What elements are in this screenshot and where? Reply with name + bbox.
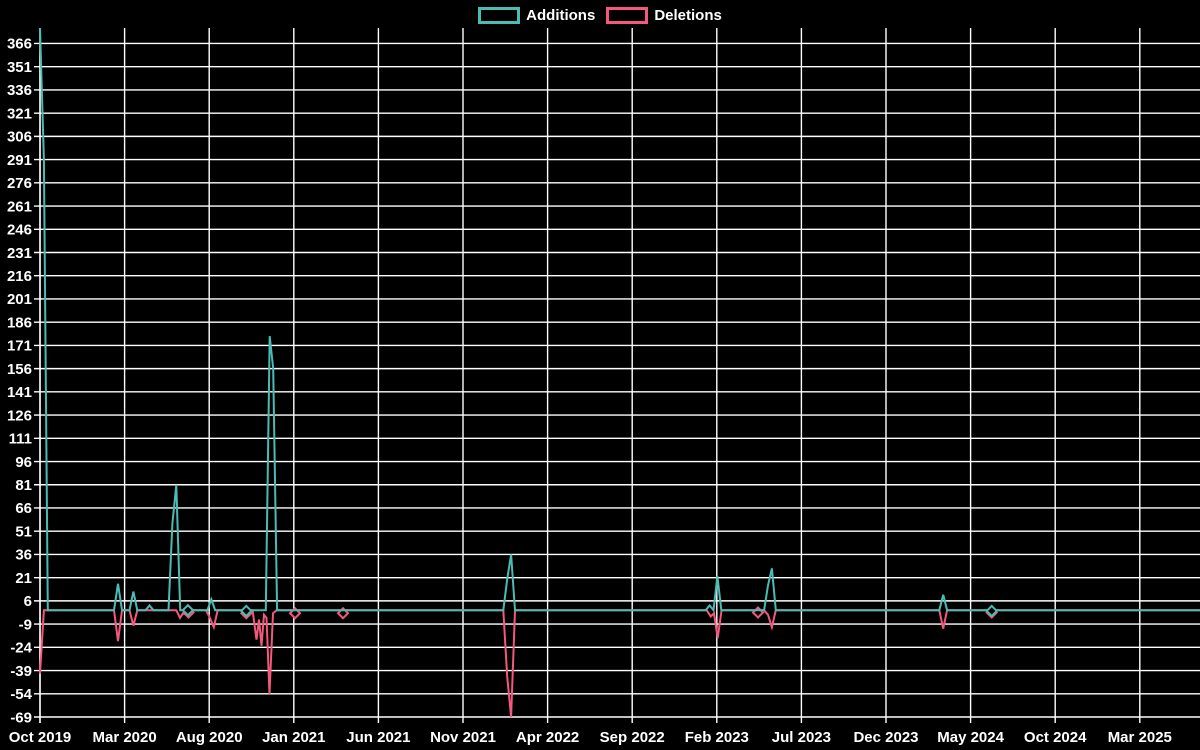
- y-tick-label: -54: [10, 686, 32, 703]
- y-tick-label: 171: [7, 338, 32, 355]
- y-tick-label: 306: [7, 129, 32, 146]
- legend-item-additions[interactable]: Additions: [478, 7, 595, 24]
- x-tick-label: Oct 2019: [9, 729, 72, 746]
- x-tick-label: Mar 2020: [92, 729, 156, 746]
- x-tick-label: Jan 2021: [262, 729, 325, 746]
- y-tick-label: 21: [15, 570, 32, 587]
- x-tick-label: Jun 2021: [346, 729, 410, 746]
- y-tick-label: -24: [10, 640, 32, 657]
- x-tick-label: Dec 2023: [853, 729, 918, 746]
- x-tick-label: Mar 2025: [1108, 729, 1172, 746]
- x-tick-label: Nov 2021: [430, 729, 496, 746]
- x-tick-label: Oct 2024: [1024, 729, 1087, 746]
- legend-item-deletions[interactable]: Deletions: [606, 7, 722, 24]
- y-tick-label: 36: [15, 547, 32, 564]
- y-tick-label: 111: [9, 431, 32, 448]
- point-marker-additions: [985, 604, 999, 618]
- y-tick-label: 366: [7, 36, 32, 53]
- y-tick-label: 261: [7, 198, 32, 215]
- y-tick-label: 51: [15, 523, 32, 540]
- additions-legend-label: Additions: [526, 7, 596, 24]
- y-tick-label: 126: [7, 407, 32, 424]
- x-tick-label: Aug 2020: [176, 729, 243, 746]
- deletions-legend-label: Deletions: [654, 7, 722, 24]
- y-tick-label: 216: [7, 268, 32, 285]
- x-tick-label: Feb 2023: [685, 729, 749, 746]
- x-tick-label: Sep 2022: [600, 729, 665, 746]
- additions-swatch: [478, 7, 521, 24]
- x-tick-label: Apr 2022: [516, 729, 579, 746]
- y-tick-label: -69: [10, 709, 32, 726]
- point-marker-additions: [181, 603, 195, 617]
- y-tick-label: -39: [10, 663, 32, 680]
- point-marker-additions: [239, 604, 253, 618]
- y-tick-label: 321: [7, 105, 32, 122]
- y-tick-label: -9: [19, 616, 32, 633]
- y-tick-label: 351: [7, 59, 32, 76]
- y-tick-label: 231: [7, 245, 32, 262]
- y-tick-label: 96: [15, 454, 32, 471]
- y-tick-label: 81: [15, 477, 32, 494]
- y-tick-label: 276: [7, 175, 32, 192]
- y-tick-label: 186: [7, 314, 32, 331]
- chart-legend: Additions Deletions: [0, 7, 1200, 24]
- y-tick-label: 246: [7, 222, 32, 239]
- y-tick-label: 336: [7, 82, 32, 99]
- y-tick-label: 201: [7, 291, 32, 308]
- y-tick-label: 66: [15, 500, 32, 517]
- x-tick-label: Jul 2023: [772, 729, 831, 746]
- x-tick-label: May 2024: [937, 729, 1004, 746]
- deletions-swatch: [606, 7, 649, 24]
- y-tick-label: 156: [7, 361, 32, 378]
- y-tick-label: 291: [7, 152, 32, 169]
- y-tick-label: 141: [7, 384, 32, 401]
- series-line-additions: [39, 27, 1200, 613]
- y-tick-label: 6: [24, 593, 32, 610]
